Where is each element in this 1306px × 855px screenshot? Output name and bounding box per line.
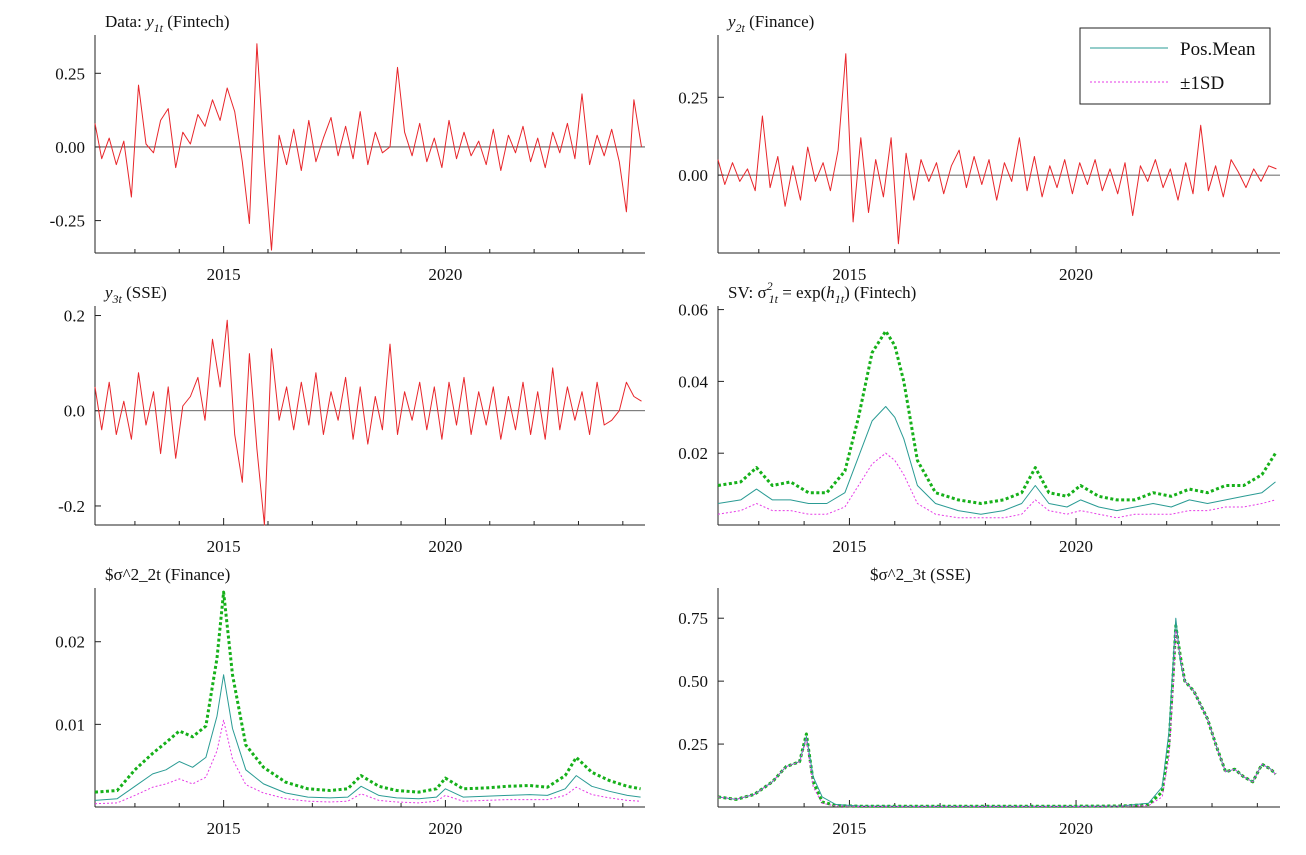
series-y3-line bbox=[94, 319, 642, 526]
panel-p4: 0.02 0.04 0.06 2015 2020 SV: σ2 1t = exp(h1t) … bbox=[678, 279, 1280, 556]
legend-label: Pos.Mean bbox=[1180, 39, 1256, 60]
series-upper-line bbox=[717, 624, 1277, 808]
x-tick-label: 2020 bbox=[1059, 819, 1093, 838]
series-mean-line bbox=[717, 406, 1276, 515]
x-tick-label: 2020 bbox=[428, 265, 462, 284]
legend-label: ±1SD bbox=[1180, 73, 1224, 94]
y-tick-label: 0.0 bbox=[64, 402, 85, 421]
y-tick-label: 0.04 bbox=[678, 372, 708, 391]
series-lower-line bbox=[94, 719, 641, 805]
panel-title: y2t (Finance) bbox=[726, 12, 814, 35]
series-y1-line bbox=[94, 43, 642, 251]
series-lower-line bbox=[717, 630, 1276, 807]
panel-p2: 0.00 0.25 2015 2020 y2t (Finance) bbox=[678, 12, 1280, 284]
x-tick-label: 2015 bbox=[207, 537, 241, 556]
y-tick-label: 0.25 bbox=[55, 64, 85, 83]
y-tick-label: 0.50 bbox=[678, 672, 708, 691]
x-tick-label: 2020 bbox=[1059, 265, 1093, 284]
panel-title: $σ^2_3t (SSE) bbox=[870, 565, 971, 584]
series-upper-line bbox=[717, 329, 1277, 505]
y-tick-label: -0.2 bbox=[58, 497, 85, 516]
series-lower-line bbox=[717, 452, 1276, 519]
x-tick-label: 2015 bbox=[832, 819, 866, 838]
panel-p6: 0.25 0.50 0.75 2015 2020 $σ^2_3t (SSE) bbox=[678, 565, 1280, 838]
panel-title: SV: σ2 1t = exp(h1t) (Fintech) bbox=[728, 279, 916, 306]
x-tick-label: 2015 bbox=[832, 265, 866, 284]
y-tick-label: 0.01 bbox=[55, 715, 85, 734]
y-tick-label: 0.25 bbox=[678, 88, 708, 107]
x-tick-label: 2015 bbox=[832, 537, 866, 556]
y-tick-label: -0.25 bbox=[50, 212, 85, 231]
x-tick-label: 2020 bbox=[428, 819, 462, 838]
panel-p1: -0.25 0.00 0.25 2015 2020 Data: y1t (Fintech) bbox=[50, 12, 645, 284]
x-tick-label: 2015 bbox=[207, 819, 241, 838]
x-tick-label: 2020 bbox=[428, 537, 462, 556]
y-tick-label: 0.06 bbox=[678, 301, 708, 320]
panel-title: Data: y1t (Fintech) bbox=[105, 12, 230, 35]
y-tick-label: 0.02 bbox=[55, 633, 85, 652]
series-upper-line bbox=[94, 590, 641, 794]
panel-title: $σ^2_2t (Finance) bbox=[105, 565, 230, 584]
y-tick-label: 0.25 bbox=[678, 735, 708, 754]
legend: Pos.Mean ±1SD bbox=[1079, 27, 1271, 105]
y-tick-label: 0.00 bbox=[678, 166, 708, 185]
panel-p5: 0.01 0.02 2015 2020 $σ^2_2t (Finance) bbox=[55, 565, 645, 838]
x-tick-label: 2015 bbox=[207, 265, 241, 284]
y-tick-label: 0.00 bbox=[55, 138, 85, 157]
panel-p3: -0.2 0.0 0.2 2015 2020 y3t (SSE) bbox=[58, 283, 645, 556]
series-y2-line bbox=[717, 53, 1277, 245]
series-mean-line bbox=[94, 674, 641, 801]
y-tick-label: 0.2 bbox=[64, 307, 85, 326]
y-tick-label: 0.75 bbox=[678, 609, 708, 628]
panel-title: y3t (SSE) bbox=[103, 283, 167, 306]
panels: -0.25 0.00 0.25 2015 2020 Data: y1t (Fintech)… bbox=[50, 12, 1280, 838]
legend-box bbox=[1079, 27, 1271, 105]
x-tick-label: 2020 bbox=[1059, 537, 1093, 556]
series-mean-line bbox=[717, 617, 1276, 807]
y-tick-label: 0.02 bbox=[678, 444, 708, 463]
